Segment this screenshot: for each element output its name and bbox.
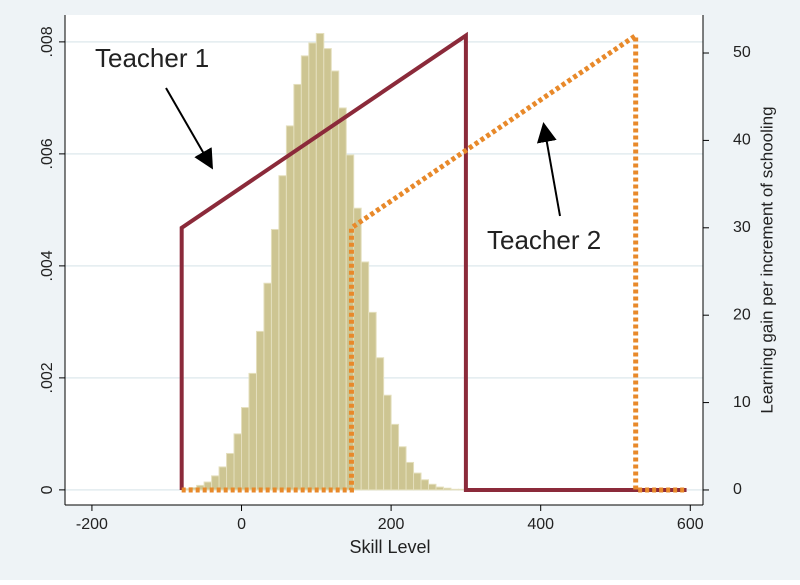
arrow (536, 122, 561, 217)
y2-axis-label: Learning gain per increment of schooling (757, 106, 776, 413)
y2-tick-label: 30 (733, 219, 751, 236)
bar (428, 483, 437, 491)
bar (323, 48, 332, 491)
bar (442, 487, 452, 491)
bar (226, 452, 235, 491)
bar (285, 125, 295, 491)
bar (338, 107, 347, 491)
bar (383, 394, 392, 491)
bar (278, 175, 287, 491)
bar (368, 311, 377, 491)
y2-tick-label: 20 (733, 306, 751, 323)
series-line (179, 31, 687, 492)
bar (353, 207, 362, 491)
y-tick-label: .008 (39, 26, 56, 57)
x-tick-label: -200 (76, 516, 108, 533)
bar (248, 372, 257, 491)
y2-tick-label: 10 (733, 394, 751, 411)
annotation: Teacher 2 (487, 225, 601, 255)
bar (360, 261, 370, 491)
x-tick-label: 600 (677, 516, 704, 533)
series-line (181, 30, 687, 493)
bar (398, 446, 407, 491)
bar (233, 433, 243, 491)
y2-tick-label: 40 (733, 132, 751, 149)
y-tick-label: .004 (39, 250, 56, 281)
bar (218, 466, 228, 491)
bar (375, 357, 385, 491)
bar (315, 32, 325, 491)
y2-tick-label: 50 (733, 44, 751, 61)
y-tick-label: .006 (39, 138, 56, 169)
bar (241, 407, 250, 491)
y2-tick-label: 0 (733, 481, 742, 498)
y-tick-label: 0 (39, 485, 56, 494)
y-tick-label: .002 (39, 362, 56, 393)
bar (300, 55, 310, 491)
bar (308, 42, 317, 491)
bar (420, 479, 430, 491)
x-axis-label: Skill Level (349, 537, 430, 557)
bar (330, 70, 340, 491)
bar (405, 461, 415, 491)
arrow (165, 87, 213, 170)
bar (390, 423, 400, 491)
bar (270, 228, 280, 491)
bar (263, 282, 272, 491)
bar (450, 488, 459, 491)
bar (255, 330, 265, 491)
x-tick-label: 400 (527, 516, 554, 533)
x-tick-label: 0 (237, 516, 246, 533)
bar (413, 472, 422, 491)
x-tick-label: 200 (378, 516, 405, 533)
bar (435, 486, 444, 491)
axes: 0 .002 .004 .006 .008 0 10 20 30 40 50 -200 0 200 400 6… (39, 15, 751, 533)
annotation: Teacher 1 (95, 43, 209, 73)
lines (179, 30, 687, 493)
histogram (181, 32, 467, 491)
